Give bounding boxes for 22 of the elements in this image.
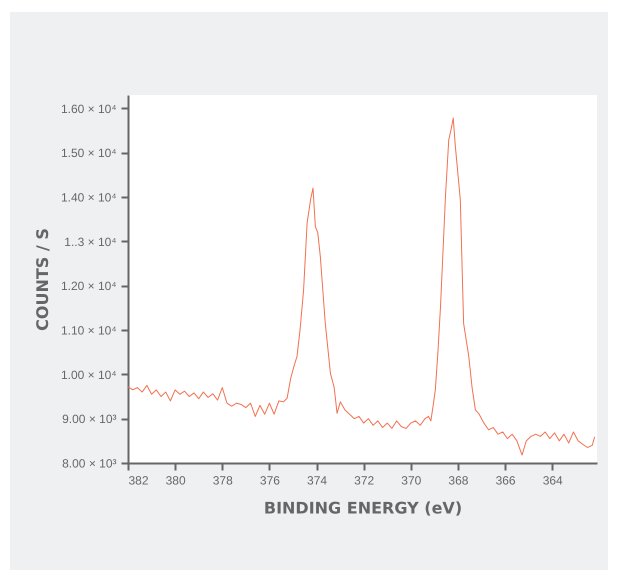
y-tick-label: 8.00 × 10³ [62,456,117,470]
x-tick-label: 370 [401,474,422,488]
x-tick-label: 376 [260,474,280,488]
y-tick-label: 1.20 × 10⁴ [60,279,116,294]
y-tick-label: 1.60 × 10⁴ [60,102,116,116]
x-tick-label: 382 [128,474,149,488]
y-tick-label: 9.00 × 10³ [62,412,117,426]
line-series [128,118,596,456]
y-tick-label: 1.40 × 10⁴ [60,190,116,204]
y-axis-title: COUNTS / S [32,228,52,331]
x-tick-label: 378 [212,474,234,488]
x-tick-label: 366 [496,474,516,488]
x-tick-label: 372 [354,474,375,488]
y-tick-label: 1..3 × 10⁴ [64,234,116,249]
y-tick-label: 1.50 × 10⁴ [60,146,116,160]
x-axis-title: BINDING ENERGY (eV) [264,498,462,518]
x-tick-label: 380 [166,474,186,488]
x-tick-label: 364 [542,474,564,488]
x-tick-label: 368 [448,474,469,488]
y-tick-label: 1.00 × 10⁴ [60,368,116,382]
x-tick-label: 374 [307,474,328,488]
y-tick-label: 1.10 × 10⁴ [60,323,116,338]
